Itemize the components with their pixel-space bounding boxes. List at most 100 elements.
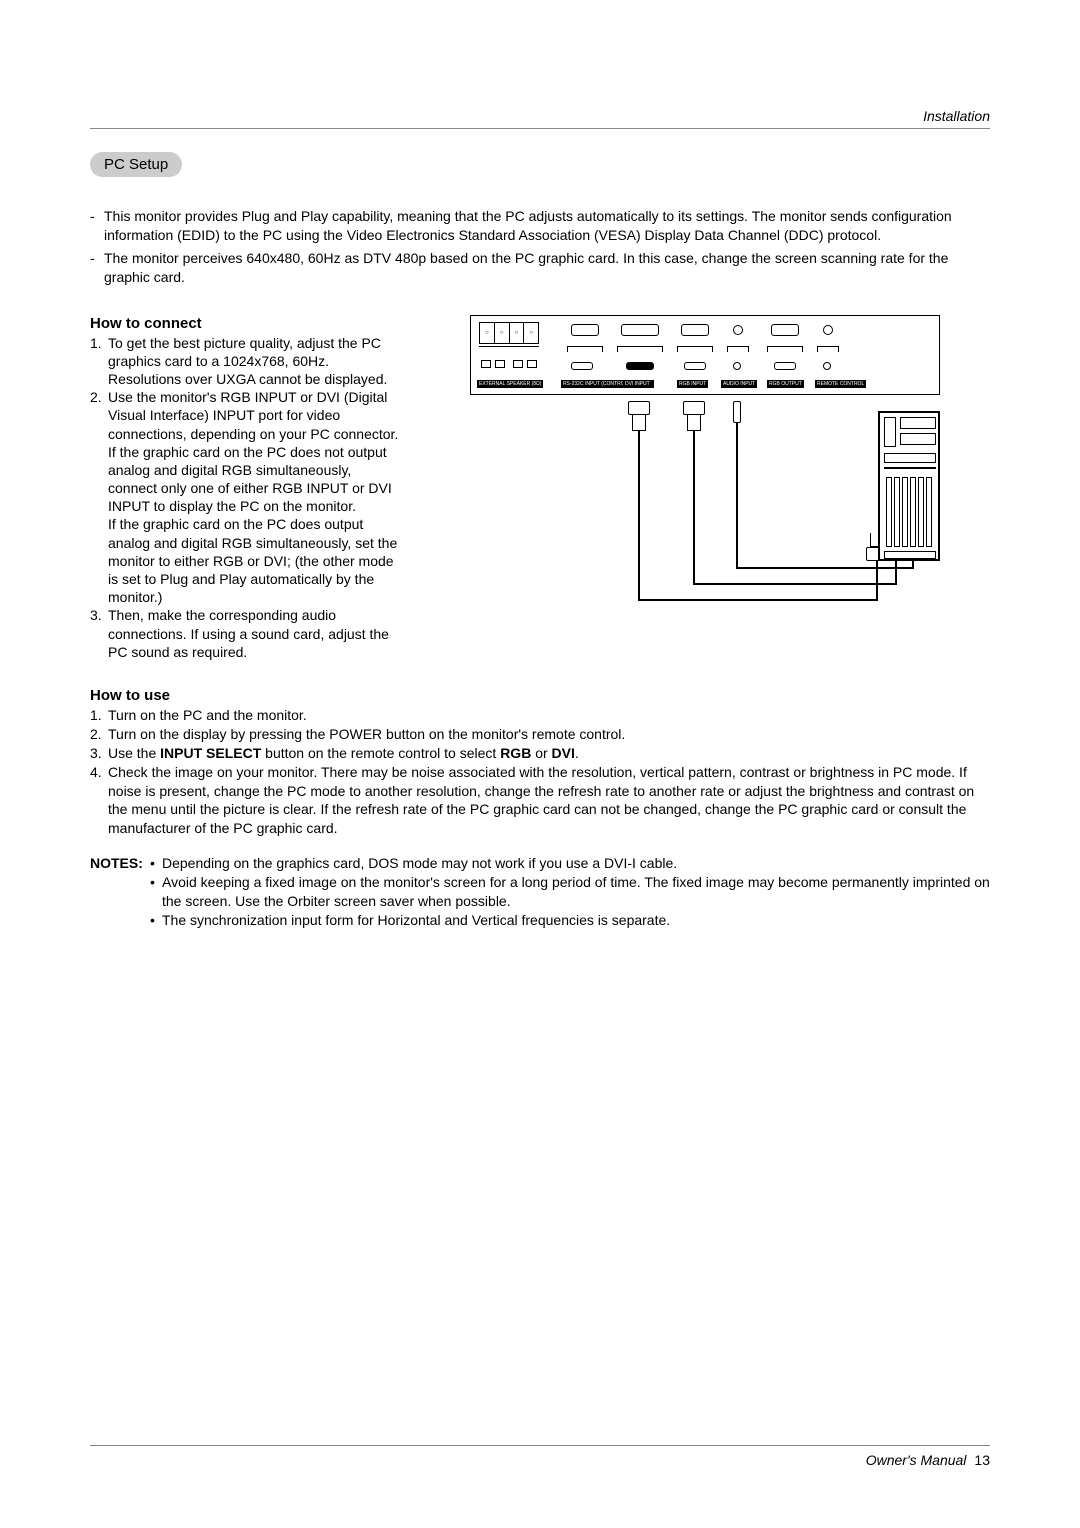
note-item: • Avoid keeping a fixed image on the mon… <box>150 873 990 911</box>
port-label: RGB OUTPUT <box>767 380 804 388</box>
step-text: Use the <box>108 745 160 761</box>
step-text-bold: DVI <box>552 745 575 761</box>
bracket-icon <box>567 346 603 352</box>
intro-item: - The monitor perceives 640x480, 60Hz as… <box>90 249 990 287</box>
connection-diagram: ○○○○ <box>470 315 940 615</box>
step: 3. Then, make the corresponding audio co… <box>90 606 400 661</box>
port-label: RGB INPUT <box>677 380 708 388</box>
how-use-steps: 1. Turn on the PC and the monitor. 2. Tu… <box>90 706 990 838</box>
how-use-title: How to use <box>90 687 990 704</box>
step-body: To get the best picture quality, adjust … <box>108 334 400 389</box>
small-port-icon <box>823 362 831 370</box>
pc-tower-icon <box>878 411 940 561</box>
step-body: Check the image on your monitor. There m… <box>108 763 990 839</box>
divider <box>479 346 539 347</box>
step-number: 1. <box>90 334 108 389</box>
rgb-cable-plug-icon <box>683 401 705 431</box>
note-item: • The synchronization input form for Hor… <box>150 911 990 930</box>
bullet-icon: • <box>150 854 162 873</box>
dvi-cable-plug-icon <box>628 401 650 431</box>
rgb-output-port-icon <box>771 324 799 336</box>
step-text: . <box>575 745 579 761</box>
step: 4. Check the image on your monitor. Ther… <box>90 763 990 839</box>
small-port-icon <box>733 362 741 370</box>
step-text: Check the image on your monitor. There m… <box>108 764 974 837</box>
audio-cable-plug-icon <box>733 401 741 423</box>
intro-text: The monitor perceives 640x480, 60Hz as D… <box>104 249 990 287</box>
speaker-jack <box>513 360 523 368</box>
dvi-cable-line <box>638 431 640 601</box>
bottom-rule <box>90 1445 990 1446</box>
intro-list: - This monitor provides Plug and Play ca… <box>90 207 990 287</box>
note-item: • Depending on the graphics card, DOS mo… <box>150 854 990 873</box>
how-connect-steps: 1. To get the best picture quality, adju… <box>90 334 400 661</box>
step-number: 2. <box>90 725 108 744</box>
dvi-port-icon <box>621 324 659 336</box>
step-body: Use the INPUT SELECT button on the remot… <box>108 744 990 763</box>
step-para: To get the best picture quality, adjust … <box>108 334 400 389</box>
dash-icon: - <box>90 207 104 245</box>
bullet-icon: • <box>150 873 162 911</box>
step-text: Turn on the display by pressing the POWE… <box>108 726 625 742</box>
remote-port-icon <box>823 325 833 335</box>
intro-text: This monitor provides Plug and Play capa… <box>104 207 990 245</box>
step: 1. Turn on the PC and the monitor. <box>90 706 990 725</box>
speaker-terminal-block: ○○○○ <box>479 322 539 344</box>
rgb-cable-line <box>693 431 695 585</box>
step-text: Turn on the PC and the monitor. <box>108 707 307 723</box>
step-body: Then, make the corresponding audio conne… <box>108 606 400 661</box>
step: 3. Use the INPUT SELECT button on the re… <box>90 744 990 763</box>
audio-cable-line <box>912 561 914 569</box>
port-label: REMOTE CONTROL <box>815 380 866 388</box>
monitor-back-panel: ○○○○ <box>470 315 940 395</box>
notes-block: NOTES: • Depending on the graphics card,… <box>90 854 990 930</box>
speaker-jack <box>495 360 505 368</box>
small-port-icon <box>684 362 706 370</box>
step-para: Then, make the corresponding audio conne… <box>108 606 400 661</box>
bracket-icon <box>617 346 663 352</box>
rgb-cable-line <box>895 561 897 585</box>
section-badge: PC Setup <box>90 152 182 177</box>
step: 1. To get the best picture quality, adju… <box>90 334 400 389</box>
step-text-bold: RGB <box>500 745 531 761</box>
intro-item: - This monitor provides Plug and Play ca… <box>90 207 990 245</box>
small-port-icon <box>774 362 796 370</box>
two-column: How to connect 1. To get the best pictur… <box>90 315 990 661</box>
note-text: The synchronization input form for Horiz… <box>162 911 990 930</box>
audio-cable-line <box>736 423 738 569</box>
step-number: 3. <box>90 744 108 763</box>
step-number: 3. <box>90 606 108 661</box>
step-number: 4. <box>90 763 108 839</box>
content: PC Setup - This monitor provides Plug an… <box>90 152 990 930</box>
port-label: DVI INPUT <box>623 380 652 388</box>
bracket-icon <box>817 346 839 352</box>
note-text: Avoid keeping a fixed image on the monit… <box>162 873 990 911</box>
bracket-icon <box>677 346 713 352</box>
top-rule <box>90 128 990 129</box>
step-para: Use the monitor's RGB INPUT or DVI (Digi… <box>108 388 400 443</box>
notes-body: • Depending on the graphics card, DOS mo… <box>150 854 990 930</box>
rgb-cable-line <box>693 583 897 585</box>
bullet-icon: • <box>150 911 162 930</box>
footer-page-number: 13 <box>974 1452 990 1468</box>
audio-input-port-icon <box>733 325 743 335</box>
notes-label: NOTES: <box>90 854 150 930</box>
speaker-jack <box>527 360 537 368</box>
audio-cable-line <box>736 567 914 569</box>
how-connect-title: How to connect <box>90 315 400 332</box>
connection-diagram-wrap: ○○○○ <box>420 315 990 661</box>
rgb-input-port-icon <box>681 324 709 336</box>
step-number: 1. <box>90 706 108 725</box>
small-port-icon <box>571 362 593 370</box>
footer: Owner's Manual 13 <box>866 1452 990 1468</box>
step-text: or <box>531 745 551 761</box>
step: 2. Turn on the display by pressing the P… <box>90 725 990 744</box>
small-port-icon <box>626 362 654 370</box>
dvi-cable-line <box>638 599 878 601</box>
footer-owners-manual: Owner's Manual <box>866 1452 967 1468</box>
port-label: AUDIO INPUT <box>721 380 757 388</box>
page: Installation PC Setup - This monitor pro… <box>0 0 1080 1528</box>
step-para: If the graphic card on the PC does not o… <box>108 443 400 516</box>
bracket-icon <box>727 346 749 352</box>
step-text: button on the remote control to select <box>261 745 500 761</box>
